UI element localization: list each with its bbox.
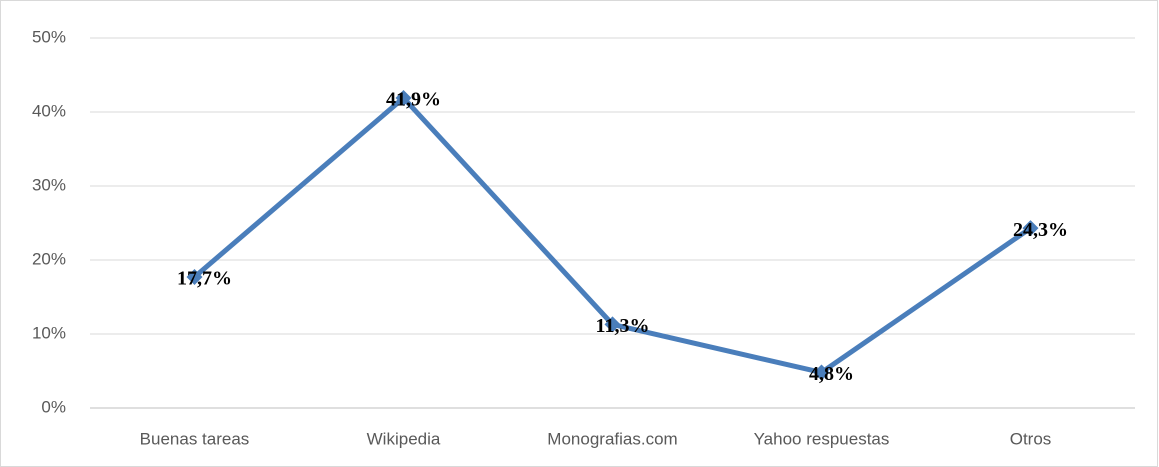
y-tick-label: 50%: [32, 27, 66, 46]
marker: [1022, 220, 1039, 237]
marker: [604, 316, 621, 333]
y-tick-label: 0%: [41, 397, 66, 416]
marker: [395, 89, 412, 106]
x-tick-label: Buenas tareas: [140, 429, 250, 448]
y-tick-label: 20%: [32, 249, 66, 268]
y-tick-label: 40%: [32, 101, 66, 120]
data-label: 4,8%: [809, 363, 854, 385]
x-tick-label: Wikipedia: [367, 429, 441, 448]
marker: [813, 364, 830, 381]
x-tick-label: Monografias.com: [547, 429, 677, 448]
data-label: 17,7%: [177, 268, 232, 290]
marker: [186, 269, 203, 286]
data-label: 24,3%: [1013, 219, 1068, 241]
x-tick-label: Yahoo respuestas: [754, 429, 890, 448]
y-tick-label: 10%: [32, 323, 66, 342]
data-label: 11,3%: [596, 315, 650, 337]
data-label: 41,9%: [386, 89, 441, 111]
x-tick-label: Otros: [1010, 429, 1052, 448]
y-tick-label: 30%: [32, 175, 66, 194]
